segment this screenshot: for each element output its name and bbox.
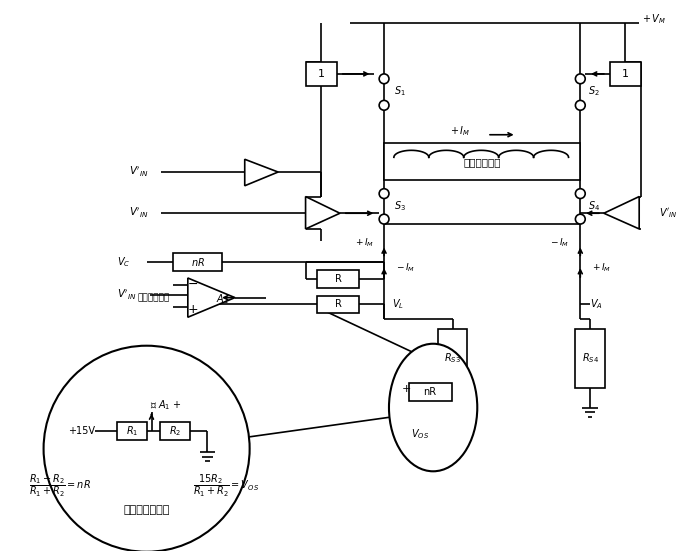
Text: +15V: +15V: [68, 426, 94, 436]
Text: 1: 1: [318, 69, 325, 79]
Bar: [117, 422, 147, 440]
Text: $R_{S3}$: $R_{S3}$: [444, 351, 461, 365]
Text: $S_4$: $S_4$: [588, 200, 600, 214]
Text: $A_1$: $A_1$: [216, 292, 229, 306]
Text: nR: nR: [424, 387, 437, 397]
Text: 接误差放大器: 接误差放大器: [138, 293, 170, 302]
Text: $R_2$: $R_2$: [169, 424, 181, 438]
Circle shape: [575, 101, 585, 110]
Text: $V'_{IN}$: $V'_{IN}$: [659, 206, 678, 220]
Text: $S_3$: $S_3$: [394, 200, 406, 214]
Text: $V_A$: $V_A$: [590, 297, 603, 311]
Text: $\dfrac{15R_2}{R_1+R_2}=V_{OS}$: $\dfrac{15R_2}{R_1+R_2}=V_{OS}$: [193, 473, 259, 499]
Ellipse shape: [389, 344, 477, 471]
Text: 1: 1: [622, 69, 629, 79]
Text: +: +: [402, 384, 411, 394]
Polygon shape: [306, 197, 340, 229]
Text: $V_L$: $V_L$: [392, 297, 404, 311]
Text: $-\,I_M$: $-\,I_M$: [549, 236, 568, 249]
Text: $-\,I_M$: $-\,I_M$: [396, 262, 415, 275]
Bar: [384, 142, 581, 180]
Text: $nR$: $nR$: [191, 256, 204, 269]
Bar: [575, 329, 605, 388]
Text: −: −: [187, 279, 198, 291]
Text: $+\,V_M$: $+\,V_M$: [642, 12, 666, 26]
Polygon shape: [604, 197, 639, 229]
Text: $V'_{IN}$: $V'_{IN}$: [129, 165, 149, 179]
Text: 电动机相绕组: 电动机相绕组: [464, 157, 501, 167]
Text: 至 $A_1$ +: 至 $A_1$ +: [151, 399, 182, 413]
Text: $V'_{IN}$: $V'_{IN}$: [117, 287, 137, 302]
Circle shape: [379, 74, 389, 84]
Text: $V_{OS}$: $V_{OS}$: [411, 427, 429, 441]
Bar: [306, 62, 337, 86]
Text: R: R: [335, 274, 342, 284]
Bar: [317, 296, 359, 314]
Text: $S_1$: $S_1$: [394, 85, 405, 98]
Polygon shape: [244, 159, 278, 186]
Bar: [438, 329, 467, 388]
Bar: [317, 270, 359, 288]
Circle shape: [575, 214, 585, 224]
Polygon shape: [188, 278, 235, 317]
Bar: [173, 254, 222, 271]
Circle shape: [575, 74, 585, 84]
Text: $\dfrac{R_1-R_2}{R_1+R_2}=nR$: $\dfrac{R_1-R_2}{R_1+R_2}=nR$: [29, 473, 91, 499]
Text: 戴维宁等效电路: 戴维宁等效电路: [124, 504, 170, 514]
Text: $+\,I_M$: $+\,I_M$: [592, 262, 611, 275]
Text: $V'_{IN}$: $V'_{IN}$: [129, 206, 149, 220]
Circle shape: [43, 346, 250, 552]
Text: $S_2$: $S_2$: [588, 85, 600, 98]
Text: R: R: [335, 300, 342, 310]
Text: $+\,I_M$: $+\,I_M$: [450, 124, 471, 138]
Circle shape: [379, 188, 389, 198]
Circle shape: [575, 188, 585, 198]
Bar: [160, 422, 190, 440]
Circle shape: [379, 101, 389, 110]
Text: $R_{S4}$: $R_{S4}$: [582, 351, 599, 365]
Bar: [409, 383, 452, 401]
Text: $V_C$: $V_C$: [117, 255, 130, 269]
Bar: [610, 62, 641, 86]
Text: $+\,I_M$: $+\,I_M$: [355, 236, 374, 249]
Text: $R_1$: $R_1$: [126, 424, 138, 438]
Circle shape: [379, 214, 389, 224]
Text: +: +: [187, 303, 198, 316]
